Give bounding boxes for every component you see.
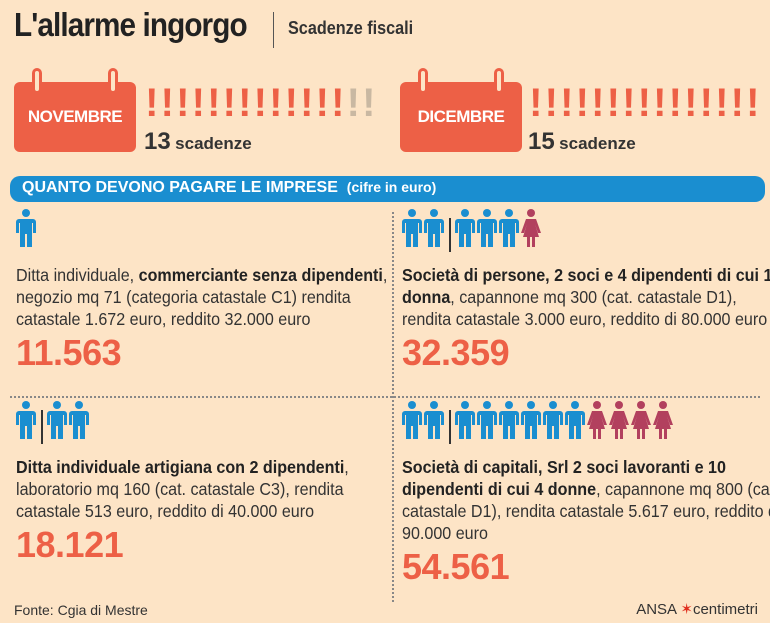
exclamation-icon: !: [529, 81, 543, 125]
exclamation-icon: !: [591, 81, 605, 125]
tax-amount: 11.563: [16, 332, 122, 373]
exclamation-icon: !: [560, 81, 574, 125]
group-divider: [41, 410, 43, 444]
exclamation-icon: !: [222, 81, 236, 125]
deadline-marks: !!!!!!!!!!!!!!!: [528, 80, 761, 126]
deadline-count: 13 scadenze: [144, 128, 252, 155]
woman-icon: [586, 401, 609, 444]
case-description: Società di capitali, Srl 2 soci lavorant…: [402, 457, 770, 543]
woman-icon: [520, 209, 543, 252]
man-icon: [424, 401, 446, 444]
man-icon: [68, 401, 91, 444]
man-icon: [454, 209, 477, 252]
exclamation-icon: !: [544, 81, 558, 125]
man-icon: [16, 209, 38, 252]
exclamation-icon: !: [362, 81, 376, 125]
case-description: Società di persone, 2 soci e 4 dipendent…: [402, 265, 770, 329]
exclamation-icon: !: [176, 81, 190, 125]
band-title: QUANTO DEVONO PAGARE LE IMPRESE: [22, 179, 338, 196]
exclamation-icon: !: [284, 81, 298, 125]
page-subtitle: Scadenze fiscali: [288, 18, 414, 38]
source-note: Fonte: Cgia di Mestre: [14, 602, 148, 618]
tax-amount: 32.359: [402, 332, 510, 373]
man-icon: [16, 401, 38, 444]
man-icon: [424, 209, 446, 252]
exclamation-icon: !: [238, 81, 252, 125]
exclamation-icon: !: [746, 81, 760, 125]
exclamation-icon: !: [622, 81, 636, 125]
man-icon: [476, 209, 499, 252]
man-icon: [520, 401, 543, 444]
group-divider: [449, 218, 451, 252]
exclamation-icon: !: [637, 81, 651, 125]
group-divider: [449, 410, 451, 444]
logo-text: ANSA: [636, 601, 677, 618]
divider: [392, 212, 394, 602]
band-unit: (cifre in euro): [346, 179, 437, 195]
man-icon: [454, 401, 477, 444]
deadline-marks: !!!!!!!!!!!!!!!: [144, 80, 377, 126]
exclamation-icon: !: [699, 81, 713, 125]
people-icons: [16, 401, 436, 444]
man-icon: [402, 401, 424, 444]
company-case: Ditta individuale artigiana con 2 dipend…: [16, 401, 436, 566]
exclamation-icon: !: [315, 81, 329, 125]
logo-text: centimetri: [692, 601, 758, 618]
exclamation-icon: !: [300, 81, 314, 125]
exclamation-icon: !: [207, 81, 221, 125]
man-icon: [46, 401, 69, 444]
divider: [10, 396, 760, 398]
exclamation-icon: !: [145, 81, 159, 125]
man-icon: [402, 209, 424, 252]
people-icons: [402, 401, 770, 444]
exclamation-icon: !: [160, 81, 174, 125]
exclamation-icon: !: [653, 81, 667, 125]
tax-amount: 54.561: [402, 546, 510, 587]
man-icon: [498, 401, 521, 444]
man-icon: [476, 401, 499, 444]
deadline-count: 15 scadenze: [528, 128, 636, 155]
exclamation-icon: !: [269, 81, 283, 125]
company-case: Società di persone, 2 soci e 4 dipendent…: [402, 209, 770, 374]
exclamation-icon: !: [668, 81, 682, 125]
man-icon: [542, 401, 565, 444]
tax-amount: 18.121: [16, 524, 124, 565]
people-icons: [402, 209, 770, 252]
company-case: Società di capitali, Srl 2 soci lavorant…: [402, 401, 770, 588]
case-description: Ditta individuale artigiana con 2 dipend…: [16, 457, 349, 521]
exclamation-icon: !: [606, 81, 620, 125]
exclamation-icon: !: [730, 81, 744, 125]
man-icon: [498, 209, 521, 252]
calendar-icon: NOVEMBRE: [14, 68, 136, 152]
woman-icon: [652, 401, 675, 444]
section-band: QUANTO DEVONO PAGARE LE IMPRESE (cifre i…: [10, 176, 765, 202]
woman-icon: [608, 401, 631, 444]
ansa-logo: ANSA ✶centimetri: [636, 601, 758, 618]
people-icons: [16, 209, 436, 252]
exclamation-icon: !: [191, 81, 205, 125]
man-icon: [564, 401, 587, 444]
woman-icon: [630, 401, 653, 444]
calendar-icon: DICEMBRE: [400, 68, 522, 152]
exclamation-icon: !: [715, 81, 729, 125]
exclamation-icon: !: [575, 81, 589, 125]
exclamation-icon: !: [684, 81, 698, 125]
case-description: Ditta individuale, commerciante senza di…: [16, 265, 388, 329]
exclamation-icon: !: [253, 81, 267, 125]
month-name: DICEMBRE: [417, 107, 505, 126]
divider: [273, 12, 274, 48]
exclamation-icon: !: [331, 81, 345, 125]
exclamation-icon: !: [346, 81, 360, 125]
month-name: NOVEMBRE: [27, 107, 123, 126]
company-case: Ditta individuale, commerciante senza di…: [16, 209, 436, 374]
page-title: L'allarme ingorgo: [14, 6, 248, 43]
